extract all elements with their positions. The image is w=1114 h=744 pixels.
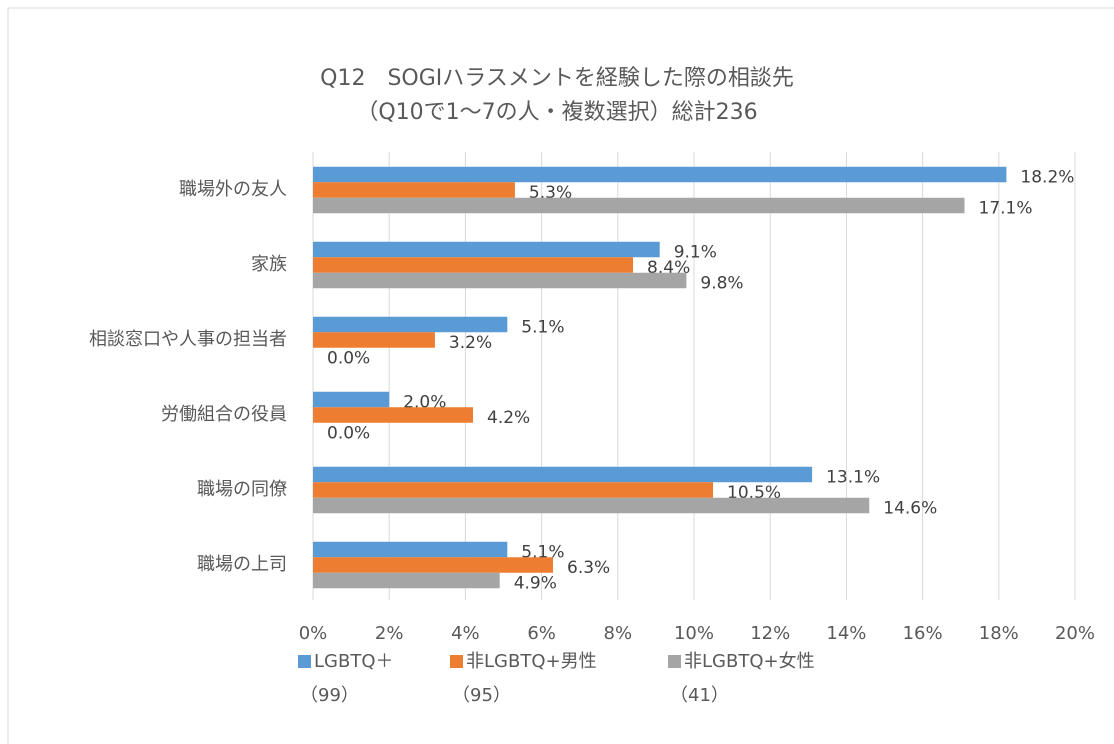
bar [313,257,634,273]
data-label: 3.2% [449,333,492,353]
y-tick-label: 家族 [251,254,287,275]
x-tick-label: 16% [903,623,943,644]
bar [313,407,474,423]
y-tick-label: 職場の上司 [197,554,287,575]
bar [313,182,515,198]
x-tick-label: 4% [451,623,480,644]
bar [313,197,965,214]
bar [313,272,687,289]
bar [313,241,660,258]
legend-label: 非LGBTQ+男性 [466,651,597,672]
legend-note: （99） [300,685,359,706]
chart-title: Q12 SOGIハラスメントを経験した際の相談先 [320,66,794,91]
data-label: 5.1% [521,318,564,338]
data-label: 4.2% [487,408,530,428]
bar [313,572,500,589]
x-tick-label: 0% [299,623,328,644]
bar [313,541,508,558]
y-tick-label: 職場の同僚 [197,479,287,500]
legend-swatch [298,655,311,668]
legend-note: （95） [452,685,511,706]
y-tick-label: 労働組合の役員 [161,404,287,425]
bar [313,332,435,348]
x-tick-label: 6% [527,623,556,644]
bar [313,391,390,408]
x-tick-label: 12% [750,623,790,644]
x-tick-label: 8% [604,623,633,644]
data-label: 17.1% [979,199,1033,219]
data-label: 14.6% [883,499,937,519]
y-tick-label: 相談窓口や人事の担当者 [89,329,287,350]
x-tick-label: 18% [979,623,1019,644]
bar [313,316,508,333]
bar [313,166,1007,183]
data-label: 9.8% [700,274,743,294]
data-label: 9.1% [674,243,717,263]
bar [313,466,813,483]
legend-label: 非LGBTQ+女性 [684,651,815,672]
chart-subtitle: （Q10で1～7の人・複数選択）総計236 [356,100,757,125]
x-tick-label: 10% [674,623,714,644]
data-label: 6.3% [567,558,610,578]
x-tick-label: 2% [375,623,404,644]
bar [313,557,554,573]
data-label: 18.2% [1020,168,1074,188]
chart-border [7,7,1114,744]
data-label: 4.9% [514,574,557,594]
data-label: 13.1% [826,468,880,488]
data-label: 0.0% [327,424,370,444]
y-tick-label: 職場外の友人 [179,179,287,200]
legend-note: （41） [670,685,729,706]
legend-swatch [450,655,463,668]
bar [313,497,870,514]
data-label: 0.0% [327,349,370,369]
x-tick-label: 14% [826,623,866,644]
bar [313,482,714,498]
legend-label: LGBTQ＋ [314,651,394,672]
x-tick-label: 20% [1055,623,1095,644]
legend-swatch [668,655,681,668]
